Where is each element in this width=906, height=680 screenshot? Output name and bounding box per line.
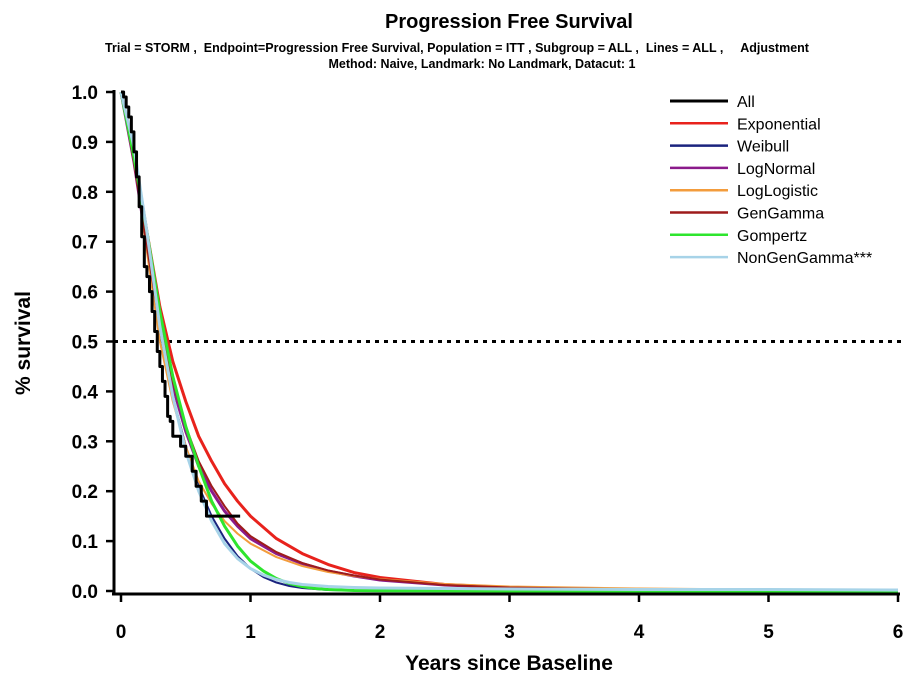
legend-label-gompertz: Gompertz xyxy=(737,228,807,245)
legend-label-nongengamma: NonGenGamma*** xyxy=(737,250,872,267)
x-axis-ticks: 0 1 2 3 4 5 6 xyxy=(116,594,904,643)
y-tick-label: 0.9 xyxy=(72,133,98,154)
x-tick-label: 5 xyxy=(763,622,774,643)
x-tick-label: 2 xyxy=(375,622,386,643)
chart-title: Progression Free Survival xyxy=(385,11,633,33)
y-tick-label: 0.8 xyxy=(72,183,98,204)
y-tick-label: 0.2 xyxy=(72,482,98,503)
legend: All Exponential Weibull LogNormal LogLogisti… xyxy=(670,94,872,267)
series-line-all xyxy=(121,90,241,518)
y-tick-label: 0.5 xyxy=(72,333,99,354)
y-tick-label: 0.0 xyxy=(72,582,98,603)
plot-area xyxy=(114,90,904,593)
x-axis-label: Years since Baseline xyxy=(405,652,613,675)
x-tick-label: 3 xyxy=(504,622,515,643)
legend-label-all: All xyxy=(737,94,755,111)
series-line-nongengamma xyxy=(119,91,899,592)
chart-subtitle-line-2: Method: Naive, Landmark: No Landmark, Da… xyxy=(328,57,635,71)
x-tick-label: 4 xyxy=(634,622,645,643)
series-line-gompertz xyxy=(119,91,898,593)
y-tick-label: 0.6 xyxy=(72,283,98,304)
legend-label-exponential: Exponential xyxy=(737,116,821,133)
legend-label-weibull: Weibull xyxy=(737,139,789,156)
y-tick-label: 0.1 xyxy=(72,532,99,553)
legend-label-lognormal: LogNormal xyxy=(737,161,815,178)
y-tick-label: 0.7 xyxy=(72,233,98,254)
y-tick-label: 0.3 xyxy=(72,432,98,453)
y-tick-label: 0.4 xyxy=(72,382,99,403)
x-tick-label: 1 xyxy=(245,622,256,643)
legend-label-loglogistic: LogLogistic xyxy=(737,183,818,200)
y-axis-ticks: 0.0 0.1 0.2 0.3 0.4 0.5 0.6 0.7 0.8 0.9 1.0 xyxy=(72,83,114,603)
x-tick-label: 6 xyxy=(893,622,904,643)
chart-subtitle-line-1: Trial = STORM , Endpoint=Progression Fre… xyxy=(105,41,810,55)
y-tick-label: 1.0 xyxy=(72,83,98,104)
y-axis-label: % survival xyxy=(12,291,35,395)
legend-label-gengamma: GenGamma xyxy=(737,206,824,223)
x-tick-label: 0 xyxy=(116,622,127,643)
